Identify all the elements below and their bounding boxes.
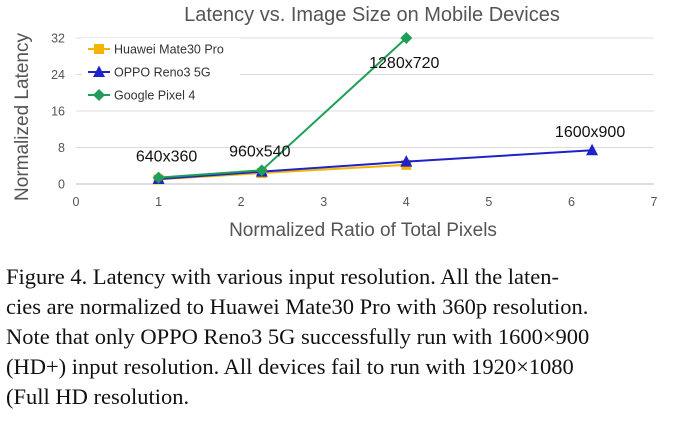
- series-group: [152, 32, 413, 184]
- x-tick-label: 7: [651, 195, 658, 209]
- data-point: [93, 89, 105, 101]
- caption-line: (HD+) input resolution. All devices fail…: [6, 354, 574, 379]
- y-tick-label: 0: [58, 178, 65, 192]
- caption-line: cies are normalized to Huawei Mate30 Pro…: [6, 294, 589, 319]
- series-layer: [152, 32, 599, 185]
- chart-title: Latency vs. Image Size on Mobile Devices: [184, 4, 560, 26]
- data-point: [152, 171, 165, 184]
- x-tick-label: 0: [73, 195, 80, 209]
- y-tick-label: 8: [58, 141, 65, 155]
- x-tick-label: 4: [403, 195, 410, 209]
- data-point: [400, 32, 413, 44]
- x-tick-label: 5: [485, 195, 492, 209]
- data-label: 1280x720: [369, 55, 439, 72]
- x-tick-label: 2: [238, 195, 245, 209]
- x-tick-label: 1: [155, 195, 162, 209]
- tick-labels: 0 8 16 24 32 0 1 2 3 4 5 6 7: [51, 32, 657, 210]
- series-line: [158, 149, 593, 180]
- y-tick-label: 16: [51, 105, 65, 119]
- legend-entry: OPPO Reno3 5G: [114, 66, 211, 80]
- data-point: [255, 164, 268, 177]
- data-label: 960x540: [229, 143, 290, 160]
- data-label: 640x360: [136, 149, 197, 166]
- caption-line: Figure 4. Latency with various input res…: [6, 264, 560, 289]
- x-tick-label: 6: [568, 195, 575, 209]
- y-tick-label: 24: [51, 68, 65, 82]
- x-tick-label: 3: [320, 195, 327, 209]
- legend-entry: Huawei Mate30 Pro: [114, 43, 224, 57]
- latency-chart: Latency vs. Image Size on Mobile Devices…: [12, 4, 658, 241]
- data-point: [93, 65, 105, 77]
- y-tick-label: 32: [51, 32, 65, 46]
- data-point: [586, 143, 599, 156]
- data-point: [94, 44, 104, 54]
- legend: Huawei Mate30 Pro OPPO Reno3 5G Google Pix…: [82, 38, 240, 110]
- series-group: [152, 143, 599, 184]
- data-label: 1600x900: [555, 124, 625, 141]
- legend-entry: Google Pixel 4: [114, 89, 195, 103]
- caption-line: Note that only OPPO Reno3 5G successfull…: [6, 324, 590, 349]
- caption-line: (Full HD resolution.: [6, 384, 190, 409]
- y-axis-label: Normalized Latency: [12, 33, 33, 201]
- data-point: [400, 155, 413, 167]
- data-annotations: 640x360 960x540 1280x720 1600x900: [136, 55, 625, 166]
- figure-caption: Figure 4. Latency with various input res…: [6, 262, 692, 412]
- x-axis-label: Normalized Ratio of Total Pixels: [229, 220, 497, 241]
